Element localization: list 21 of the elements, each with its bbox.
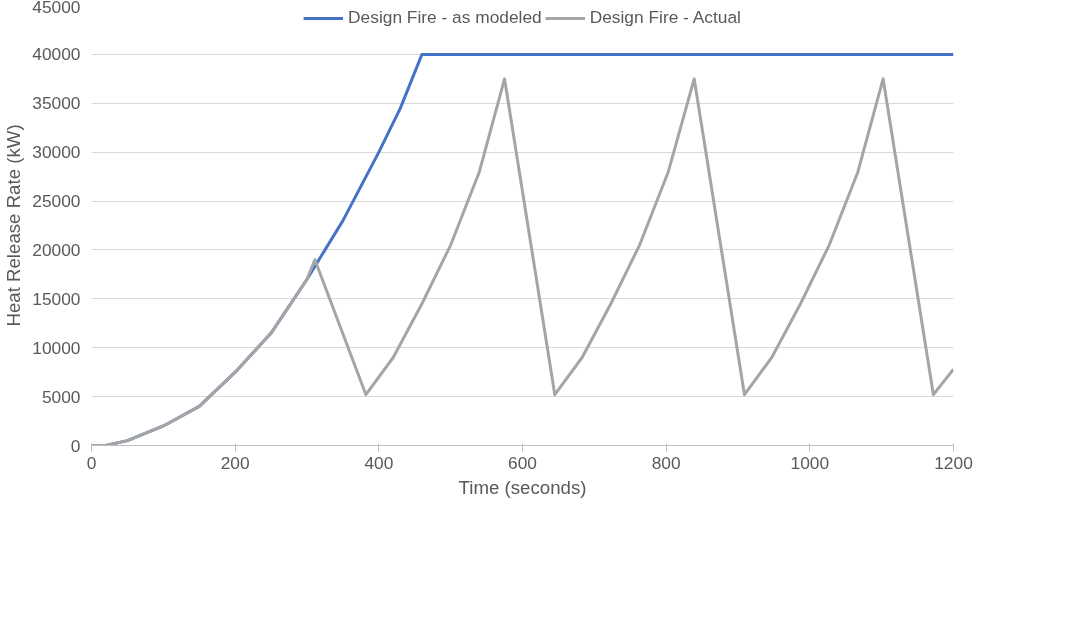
x-tick-label: 0: [86, 452, 97, 473]
y-tick-label: 0: [70, 435, 81, 456]
x-axis-title: Time (seconds): [458, 476, 587, 498]
x-tick-label: 800: [651, 452, 681, 473]
x-tick-label: 400: [364, 452, 394, 473]
y-tick-label: 10000: [32, 337, 81, 358]
legend-label: Design Fire - as modeled: [348, 7, 542, 28]
y-tick-label: 30000: [32, 142, 81, 163]
y-tick-label: 35000: [32, 93, 81, 114]
y-tick-label: 40000: [32, 44, 81, 65]
y-tick-label: 5000: [41, 386, 81, 407]
y-tick-label: 20000: [32, 239, 81, 260]
x-tick-label: 200: [220, 452, 250, 473]
y-tick-label: 25000: [32, 191, 81, 212]
x-tick-label: 600: [508, 452, 537, 473]
legend-label: Design Fire - Actual: [589, 7, 741, 28]
y-tick-label: 15000: [32, 288, 81, 309]
y-tick-label: 45000: [32, 0, 81, 17]
y-axis-title: Heat Release Rate (kW): [3, 124, 25, 327]
x-tick-label: 1000: [790, 452, 830, 473]
x-tick-label: 1200: [934, 452, 973, 473]
